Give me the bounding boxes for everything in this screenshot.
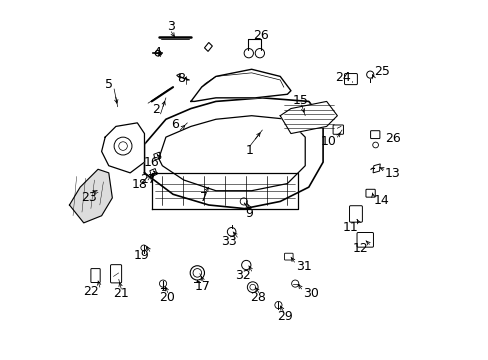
Text: 12: 12 xyxy=(352,242,368,256)
Text: 7: 7 xyxy=(200,191,208,204)
Text: 26: 26 xyxy=(384,132,400,145)
Text: 11: 11 xyxy=(342,221,357,234)
Text: 1: 1 xyxy=(245,144,253,157)
Text: 10: 10 xyxy=(320,135,336,148)
Text: 16: 16 xyxy=(144,156,160,169)
Text: 31: 31 xyxy=(295,260,311,273)
Text: 26: 26 xyxy=(252,29,268,42)
Text: 13: 13 xyxy=(384,167,400,180)
Text: 2: 2 xyxy=(152,103,160,116)
Text: 33: 33 xyxy=(221,235,236,248)
Polygon shape xyxy=(190,69,290,102)
Text: 20: 20 xyxy=(159,291,175,304)
Text: 22: 22 xyxy=(83,285,99,298)
Text: 17: 17 xyxy=(194,280,210,293)
Text: 30: 30 xyxy=(302,287,318,300)
Text: 5: 5 xyxy=(105,78,113,91)
Text: 3: 3 xyxy=(167,20,175,33)
Text: 32: 32 xyxy=(235,269,250,282)
Text: 28: 28 xyxy=(250,291,265,304)
Polygon shape xyxy=(280,102,337,134)
Text: 21: 21 xyxy=(112,287,128,300)
Text: 15: 15 xyxy=(292,94,308,107)
Text: 19: 19 xyxy=(133,249,149,262)
Text: 27: 27 xyxy=(140,173,156,186)
Text: 18: 18 xyxy=(131,178,147,191)
Text: 29: 29 xyxy=(276,310,292,323)
Text: 8: 8 xyxy=(177,72,184,85)
Polygon shape xyxy=(69,169,112,223)
Polygon shape xyxy=(102,123,144,173)
Text: 24: 24 xyxy=(334,71,350,84)
Text: 4: 4 xyxy=(153,46,161,59)
Text: 6: 6 xyxy=(171,118,179,131)
Text: 14: 14 xyxy=(373,194,389,207)
Text: 23: 23 xyxy=(81,191,97,204)
Text: 25: 25 xyxy=(373,65,389,78)
Text: 9: 9 xyxy=(244,207,253,220)
